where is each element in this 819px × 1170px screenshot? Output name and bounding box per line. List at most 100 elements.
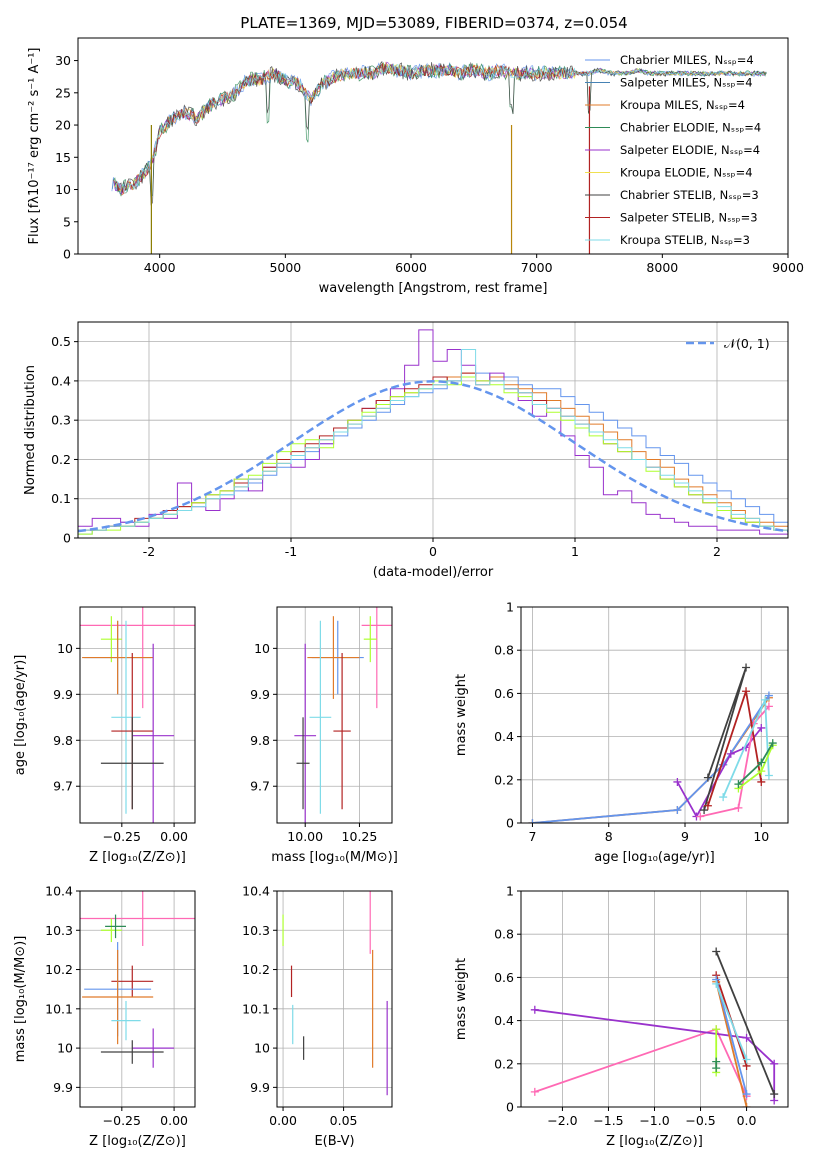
x-tick-label: 9	[681, 829, 689, 844]
x-tick-label: 0.00	[160, 829, 188, 844]
y-axis-label: mass weight	[454, 958, 469, 1040]
x-axis-label: E(B-V)	[314, 1134, 354, 1149]
x-tick-label: 0.00	[160, 1113, 188, 1128]
spectrum-series-8	[115, 62, 591, 195]
legend-entry: 𝒩(0, 1)	[724, 336, 770, 351]
y-tick-label: 10	[254, 1041, 270, 1056]
legend-entry: Kroupa ELODIE, Nₛₛₚ=4	[620, 166, 753, 180]
x-tick-label: 0.05	[330, 1113, 358, 1128]
legend: Chabrier MILES, Nₛₛₚ=4 Salpeter MILES, Nₛ…	[585, 53, 761, 247]
weight-series-3	[715, 951, 776, 1095]
x-tick-label: −0.5	[685, 1113, 715, 1128]
y-tick-label: 15	[55, 150, 71, 165]
x-axis-label: Z [log₁₀(Z/Z⊙)]	[89, 1134, 186, 1149]
x-tick-label: 0.00	[269, 1113, 297, 1128]
y-tick-label: 0.4	[51, 373, 71, 388]
data-point-marker	[673, 777, 682, 786]
data-point-marker	[712, 947, 721, 956]
legend-entry: Kroupa STELIB, Nₛₛₚ=3	[620, 233, 750, 247]
data-point-marker	[673, 806, 682, 815]
axes-frame	[276, 890, 393, 1108]
plot-area	[111, 60, 767, 254]
y-tick-label: 0.8	[494, 927, 514, 942]
y-tick-label: 10.3	[45, 923, 73, 938]
y-tick-label: 0.2	[51, 452, 71, 467]
weight-series-7	[715, 983, 748, 1060]
axes-frame	[79, 606, 196, 824]
x-tick-label: −0.25	[103, 829, 141, 844]
x-tick-label: -1	[285, 544, 297, 559]
plot-area	[78, 329, 788, 535]
x-tick-label: 8	[605, 829, 613, 844]
y-tick-label: 10.2	[242, 962, 270, 977]
y-tick-label: 10.4	[45, 884, 73, 899]
x-tick-label: 0	[429, 544, 437, 559]
weight-series-1	[532, 697, 770, 823]
y-tick-label: 5	[63, 214, 71, 229]
legend-entry: Salpeter MILES, Nₛₛₚ=4	[620, 76, 753, 90]
legend-entry: Kroupa MILES, Nₛₛₚ=4	[620, 98, 745, 112]
x-tick-label: 6000	[395, 260, 427, 275]
y-axis-label: mass weight	[454, 674, 469, 756]
axes-frame	[276, 606, 393, 824]
legend-entry: Chabrier STELIB, Nₛₛₚ=3	[620, 188, 759, 202]
y-tick-label: 0	[506, 1100, 514, 1115]
x-tick-label: 7	[528, 829, 536, 844]
x-axis-label: Z [log₁₀(Z/Z⊙)]	[89, 850, 186, 865]
data-point-marker	[742, 1103, 751, 1107]
plot-area	[294, 607, 392, 823]
x-tick-label: −1.0	[639, 1113, 669, 1128]
y-tick-label: 9.8	[250, 733, 270, 748]
data-point-marker	[528, 819, 537, 823]
data-point-marker	[742, 1055, 751, 1064]
y-tick-label: 0.3	[51, 413, 71, 428]
x-axis-label: wavelength [Angstrom, rest frame]	[319, 281, 548, 296]
y-tick-label: 0.6	[494, 970, 514, 985]
x-tick-label: -2	[143, 544, 155, 559]
x-tick-label: −2.0	[547, 1113, 577, 1128]
y-tick-label: 0	[63, 531, 71, 546]
panel-7: 0.00 0.05 9.9 10 10.1 10.2 10.3 10.4 E(B-V)	[242, 884, 393, 1149]
y-tick-label: 0.2	[494, 772, 514, 787]
panel-4: 10.00 10.25 9.7 9.8 9.9 10 mass [log₁₀(M/M⊙)]	[250, 606, 398, 865]
data-point-marker	[757, 723, 766, 732]
axes-frame	[77, 37, 789, 255]
data-point-marker	[712, 1025, 721, 1034]
x-tick-label: 0.0	[737, 1113, 757, 1128]
x-axis-label: (data-model)/error	[373, 565, 494, 580]
legend-entry: Chabrier ELODIE, Nₛₛₚ=4	[620, 121, 761, 135]
x-tick-label: 4000	[144, 260, 176, 275]
plot-area	[528, 663, 777, 823]
plot-area	[282, 891, 388, 1096]
x-tick-label: 9000	[772, 260, 804, 275]
data-point-marker	[768, 739, 777, 748]
y-tick-label: 0	[63, 247, 71, 262]
axes-frame	[520, 606, 789, 824]
y-tick-label: 9.9	[53, 687, 73, 702]
weight-series-5	[715, 981, 748, 1107]
data-point-marker	[742, 1033, 751, 1042]
y-tick-label: 0.6	[494, 686, 514, 701]
plot-area	[80, 891, 195, 1068]
y-tick-label: 9.9	[250, 687, 270, 702]
x-tick-label: 2	[713, 544, 721, 559]
y-tick-label: 30	[55, 53, 71, 68]
histogram-series-6	[78, 349, 788, 531]
weight-series-4	[700, 705, 770, 818]
x-tick-label: 7000	[521, 260, 553, 275]
spectrum-series-9	[115, 63, 767, 195]
x-tick-label: −1.5	[593, 1113, 623, 1128]
y-tick-label: 9.7	[53, 779, 73, 794]
axes-frame	[79, 890, 196, 1108]
data-point-marker	[734, 803, 743, 812]
plot-area	[530, 947, 779, 1107]
y-tick-label: 0.4	[494, 1013, 514, 1028]
y-axis-label: mass [log₁₀(M/M⊙)]	[13, 936, 28, 1063]
x-tick-label: 5000	[269, 260, 301, 275]
y-tick-label: 10.1	[45, 1001, 73, 1016]
data-point-marker	[757, 767, 766, 776]
axes-frame	[77, 321, 789, 539]
y-tick-label: 10	[254, 641, 270, 656]
x-tick-label: −0.25	[103, 1113, 141, 1128]
